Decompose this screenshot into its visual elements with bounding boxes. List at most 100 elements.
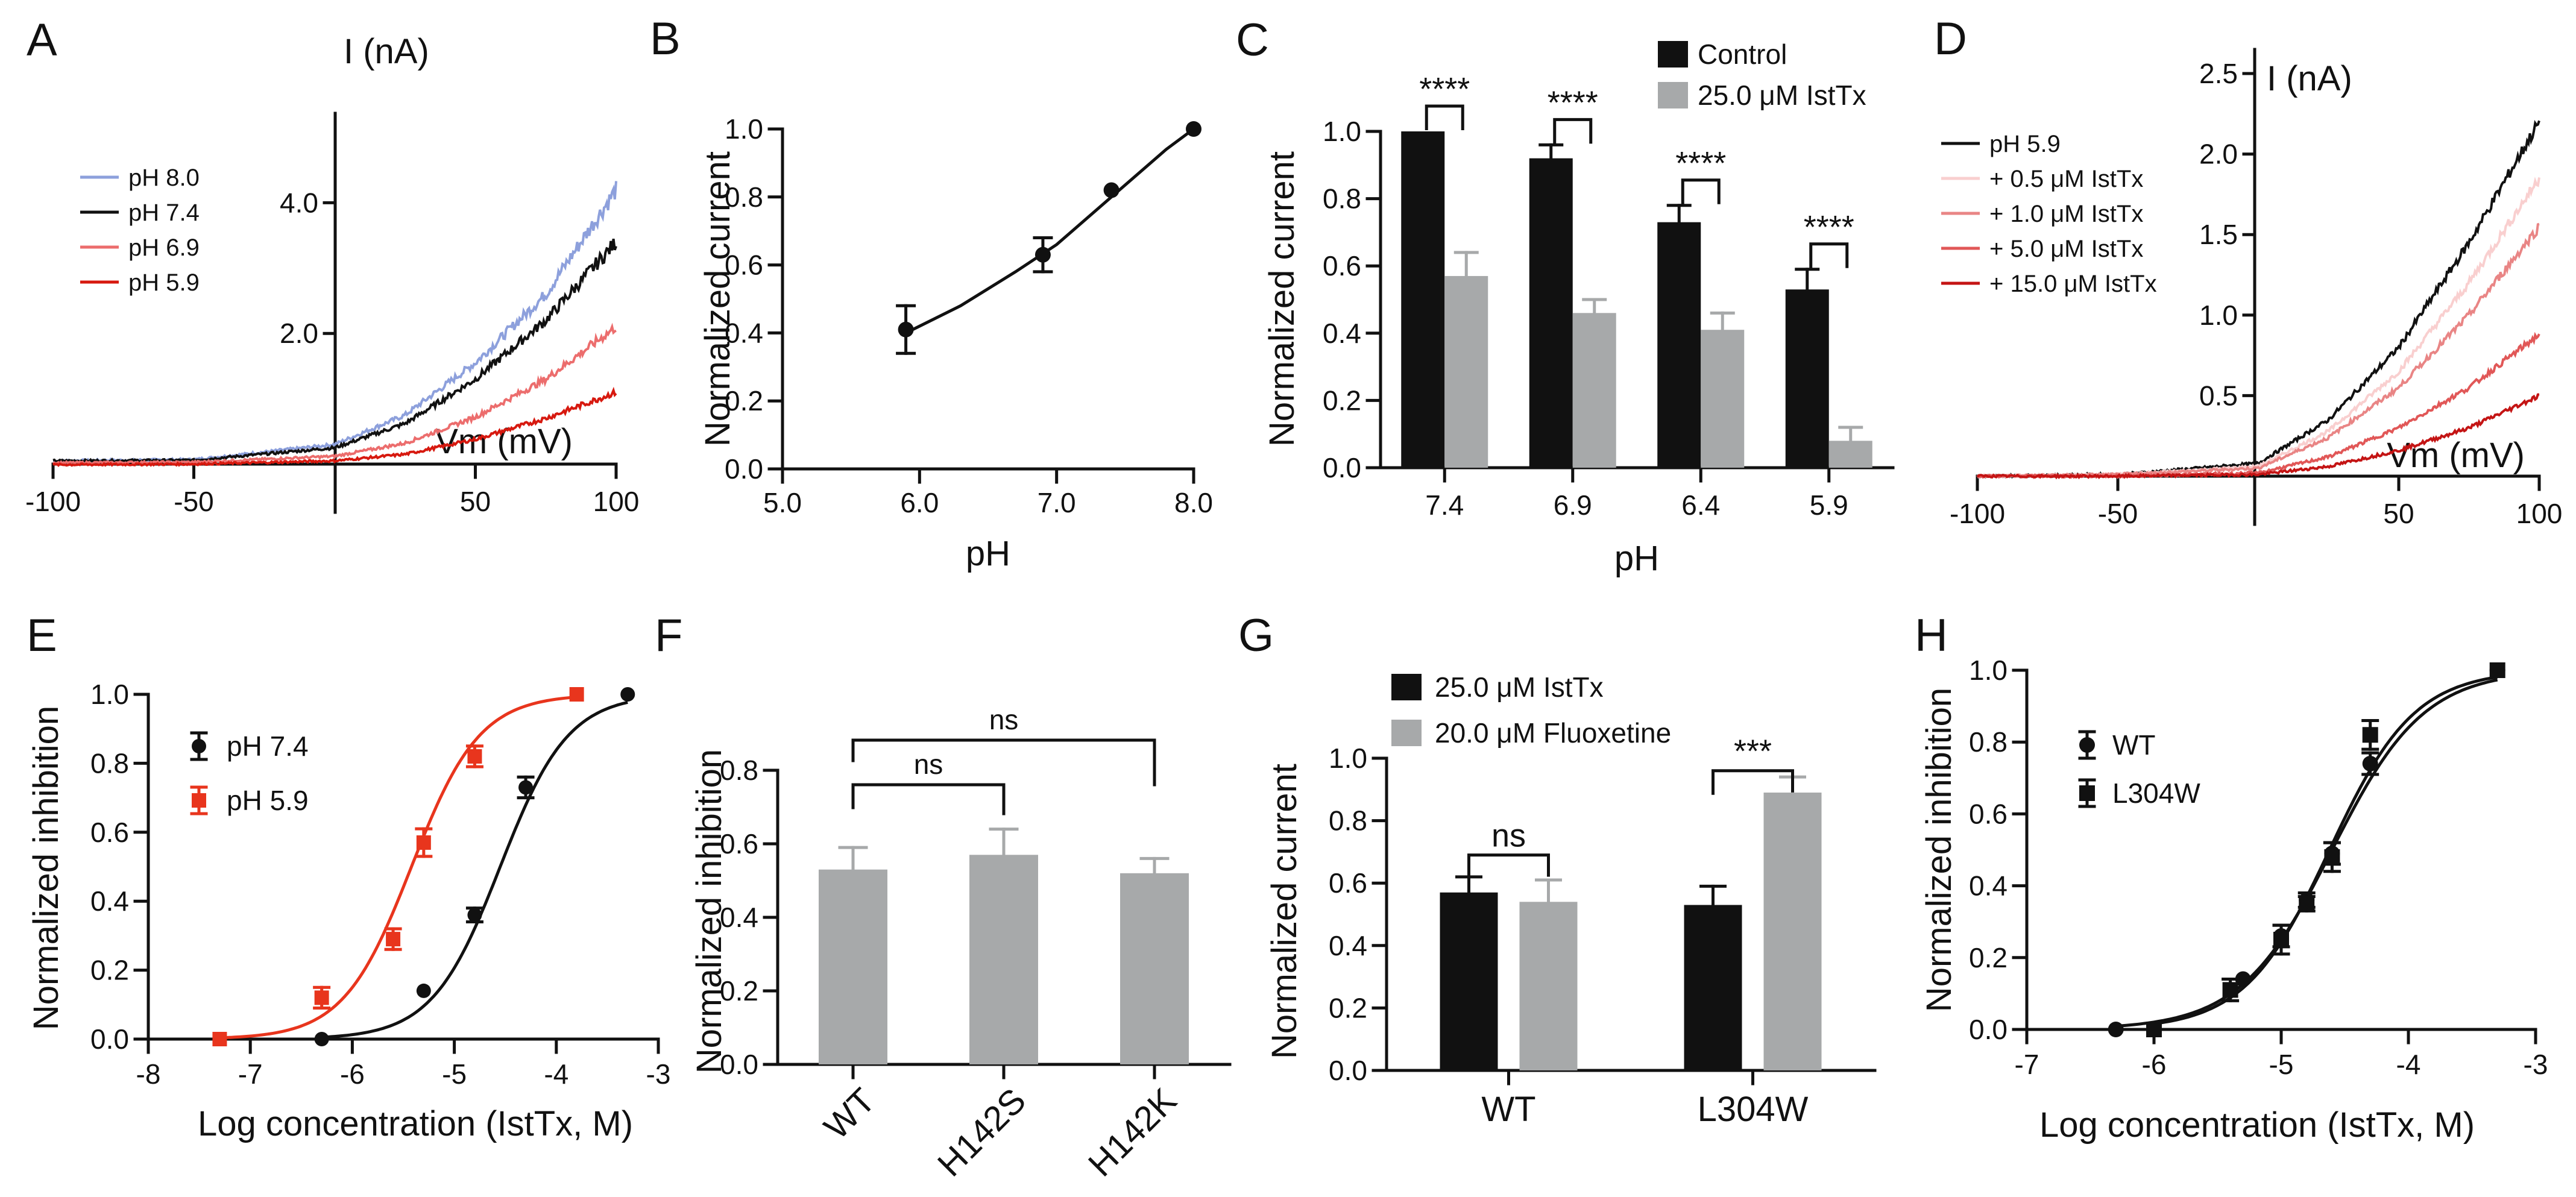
data-point bbox=[2273, 932, 2289, 947]
x-tick-label: H142K bbox=[1081, 1081, 1185, 1184]
y-tick-label: 4.0 bbox=[280, 187, 318, 218]
significance-stars: **** bbox=[1675, 145, 1726, 181]
y-tick-label: 0.6 bbox=[90, 817, 129, 848]
y-tick-label: 0.6 bbox=[1969, 798, 2008, 829]
x-tick-label: 50 bbox=[2383, 498, 2414, 529]
fit-curve bbox=[2115, 678, 2498, 1028]
y-tick-label: 0.0 bbox=[725, 453, 763, 485]
significance-bracket bbox=[1809, 242, 1849, 268]
y-axis-label: Normalized current bbox=[698, 151, 737, 447]
data-point bbox=[416, 983, 431, 998]
data-point bbox=[2324, 849, 2340, 865]
x-tick-label: -7 bbox=[2015, 1049, 2039, 1080]
legend-label: + 15.0 μM IstTx bbox=[1989, 271, 2157, 297]
y-tick-label: 2.5 bbox=[2199, 58, 2238, 89]
y-tick-label: 0.2 bbox=[725, 385, 763, 416]
x-tick-label: -100 bbox=[25, 486, 81, 517]
y-tick-label: 0.6 bbox=[1329, 867, 1367, 899]
x-tick-label: -8 bbox=[136, 1058, 161, 1090]
legend-label: 25.0 μM IstTx bbox=[1698, 80, 1866, 111]
bar-isttx bbox=[1701, 330, 1745, 468]
y-tick-label: 0.4 bbox=[1323, 318, 1361, 349]
y-tick-label: 0.2 bbox=[1969, 942, 2008, 973]
data-point bbox=[467, 749, 482, 764]
data-point bbox=[2146, 1022, 2162, 1037]
data-point bbox=[212, 1032, 227, 1046]
y-tick-label: 0.8 bbox=[1323, 183, 1361, 215]
x-tick-label: 6.4 bbox=[1681, 489, 1720, 521]
bar bbox=[1440, 892, 1498, 1070]
bar bbox=[819, 869, 887, 1064]
legend-label: Control bbox=[1698, 39, 1787, 70]
legend-label: pH 5.9 bbox=[128, 269, 200, 296]
bar-control bbox=[1657, 222, 1701, 468]
y-tick-label: 1.0 bbox=[725, 113, 763, 145]
legend-swatch bbox=[1658, 82, 1688, 108]
legend-label: + 5.0 μM IstTx bbox=[1989, 236, 2143, 262]
y-axis-label: Normalized inhibition bbox=[27, 706, 66, 1030]
data-point bbox=[898, 321, 914, 338]
legend-label: + 1.0 μM IstTx bbox=[1989, 201, 2143, 227]
bar bbox=[1120, 873, 1189, 1064]
data-point bbox=[2299, 896, 2315, 912]
y-axis-label: Normalized current bbox=[1265, 764, 1304, 1059]
bar-isttx bbox=[1828, 441, 1872, 468]
y-tick-label: 1.0 bbox=[1323, 116, 1361, 147]
fit-curve bbox=[905, 127, 1195, 335]
x-axis-label: Log concentration (IstTx, M) bbox=[2039, 1105, 2475, 1145]
y-tick-label: 1.0 bbox=[1329, 743, 1367, 774]
fit-curve bbox=[321, 700, 628, 1039]
x-tick-label: L304W bbox=[1698, 1090, 1809, 1129]
significance-label: ns bbox=[914, 749, 943, 780]
y-tick-label: 0.8 bbox=[725, 181, 763, 213]
bar bbox=[969, 855, 1038, 1064]
legend-marker bbox=[192, 739, 206, 753]
legend-label: 20.0 μM Fluoxetine bbox=[1435, 717, 1671, 749]
y-tick-label: 0.8 bbox=[720, 755, 758, 786]
y-tick-label: 0.4 bbox=[1969, 870, 2008, 902]
data-point bbox=[2222, 982, 2238, 998]
panel-letter: G bbox=[1238, 610, 1274, 661]
legend-swatch bbox=[1391, 674, 1422, 700]
y-tick-label: 0.5 bbox=[2199, 380, 2238, 411]
x-tick-label: 8.0 bbox=[1174, 487, 1213, 518]
data-point bbox=[1186, 121, 1201, 137]
y-tick-label: 0.0 bbox=[1969, 1014, 2008, 1045]
x-axis-label: Vm (mV) bbox=[2387, 436, 2525, 475]
y-tick-label: 0.0 bbox=[90, 1023, 129, 1055]
data-point bbox=[314, 1032, 329, 1046]
significance-stars: **** bbox=[1804, 209, 1854, 245]
bar bbox=[1684, 905, 1742, 1070]
x-tick-label: -5 bbox=[2269, 1049, 2294, 1080]
data-point bbox=[314, 990, 329, 1005]
y-axis-label: Normalized inhibition bbox=[690, 749, 729, 1073]
y-tick-label: 0.4 bbox=[90, 885, 129, 917]
x-tick-label: -5 bbox=[442, 1058, 467, 1090]
y-tick-label: 0.2 bbox=[90, 955, 129, 986]
legend-label: pH 8.0 bbox=[128, 165, 200, 191]
significance-bracket bbox=[1712, 769, 1794, 795]
legend-label: pH 6.9 bbox=[128, 234, 200, 261]
y-tick-label: 0.0 bbox=[1323, 452, 1361, 483]
y-tick-label: 0.4 bbox=[1329, 930, 1367, 961]
x-tick-label: -3 bbox=[2524, 1049, 2548, 1080]
legend-label: pH 7.4 bbox=[128, 200, 200, 226]
significance-bracket bbox=[1553, 118, 1593, 144]
y-tick-label: 0.0 bbox=[1329, 1055, 1367, 1086]
bar-control bbox=[1401, 131, 1445, 468]
panel-letter: F bbox=[655, 610, 682, 661]
y-tick-label: 0.6 bbox=[725, 250, 763, 281]
trace-4 bbox=[1976, 393, 2540, 480]
x-tick-label: -7 bbox=[238, 1058, 263, 1090]
x-axis-label: Vm (mV) bbox=[435, 422, 573, 461]
bar-control bbox=[1785, 289, 1829, 468]
legend-marker bbox=[2079, 785, 2095, 801]
y-tick-label: 1.5 bbox=[2199, 219, 2238, 250]
data-point bbox=[2489, 662, 2505, 678]
data-point bbox=[620, 687, 635, 702]
legend-marker bbox=[2079, 737, 2095, 753]
y-tick-label: 0.6 bbox=[720, 828, 758, 859]
legend-label: 25.0 μM IstTx bbox=[1435, 671, 1604, 703]
bar-isttx bbox=[1444, 275, 1488, 468]
fit-curve bbox=[219, 695, 577, 1040]
